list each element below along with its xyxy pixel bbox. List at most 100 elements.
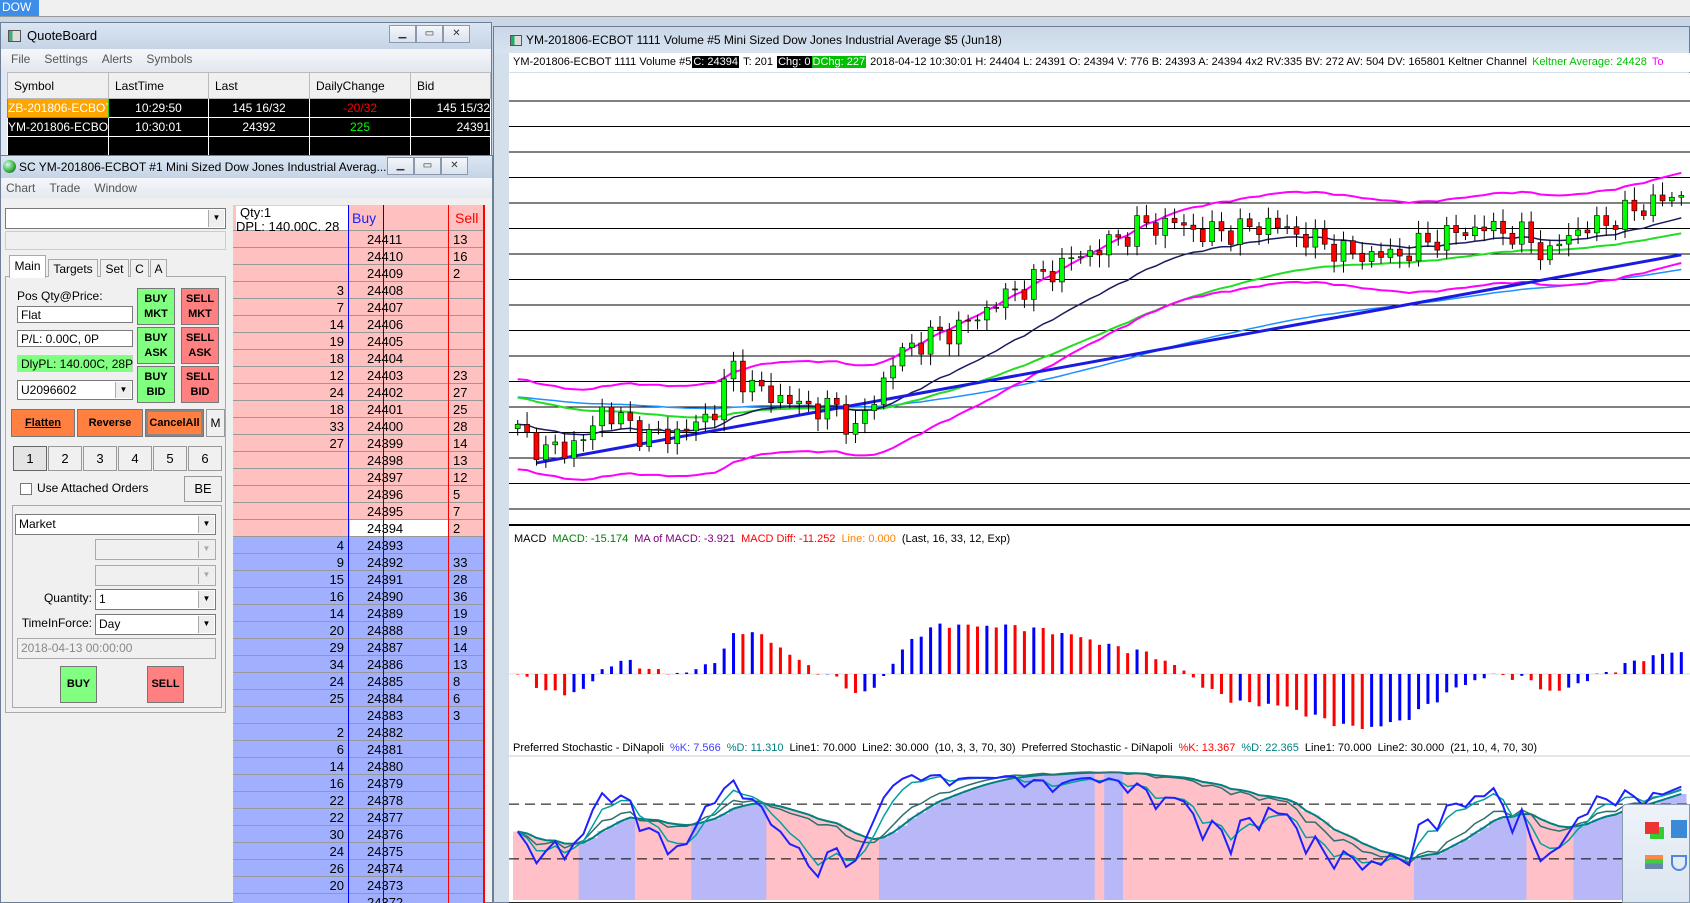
menu-alerts[interactable]: Alerts: [101, 52, 133, 66]
ladder-price[interactable]: 24400: [367, 419, 404, 434]
ladder-buy-size[interactable]: 24: [329, 385, 344, 400]
quantity-select[interactable]: 1 ▼: [95, 589, 216, 610]
ladder-row[interactable]: 26 24374: [233, 860, 483, 877]
ladder-buy-size[interactable]: 20: [329, 623, 344, 638]
ladder-row[interactable]: 24394 2: [233, 520, 483, 537]
ladder-buy-size[interactable]: 33: [329, 419, 344, 434]
ladder-sell-size[interactable]: 14: [453, 640, 468, 655]
ladder-row[interactable]: 24409 2: [233, 265, 483, 282]
ladder-price[interactable]: 24385: [367, 674, 404, 689]
ladder-price[interactable]: 24378: [367, 793, 404, 808]
ladder-price[interactable]: 24391: [367, 572, 404, 587]
menu-window[interactable]: Window: [94, 181, 137, 195]
ladder-price[interactable]: 24408: [367, 283, 404, 298]
ladder-buy-size[interactable]: 14: [329, 759, 344, 774]
cancel-all-button[interactable]: CancelAll: [145, 409, 204, 437]
ladder-price[interactable]: 24406: [367, 317, 404, 332]
minimize-button[interactable]: ▁: [387, 157, 414, 175]
ladder-row[interactable]: 24372: [233, 894, 483, 903]
ladder-row[interactable]: 24397 12: [233, 469, 483, 486]
ladder-price[interactable]: 24373: [367, 878, 404, 893]
ladder-sell-size[interactable]: 7: [453, 504, 461, 519]
ladder-row[interactable]: 4 24393: [233, 537, 483, 554]
ladder-row[interactable]: 33 24400 28: [233, 418, 483, 435]
flatten-button[interactable]: Flatten: [11, 409, 75, 437]
ladder-price[interactable]: 24379: [367, 776, 404, 791]
menu-symbols[interactable]: Symbols: [146, 52, 193, 66]
ladder-row[interactable]: 14 24389 19: [233, 605, 483, 622]
ladder-row[interactable]: 15 24391 28: [233, 571, 483, 588]
ladder-price[interactable]: 24393: [367, 538, 404, 553]
ladder-buy-size[interactable]: 22: [329, 793, 344, 808]
ladder-price[interactable]: 24377: [367, 810, 404, 825]
ladder-price[interactable]: 24410: [367, 249, 404, 264]
ladder-buy-size[interactable]: 24: [329, 674, 344, 689]
ladder-row[interactable]: 12 24403 23: [233, 367, 483, 384]
ladder-row[interactable]: 16 24379: [233, 775, 483, 792]
ladder-sell-size[interactable]: 19: [453, 623, 468, 638]
ladder-sell-size[interactable]: 13: [453, 657, 468, 672]
ladder-sell-size[interactable]: 13: [453, 232, 468, 247]
ladder-price[interactable]: 24384: [367, 691, 404, 706]
qty-tab-6[interactable]: 6: [188, 446, 222, 471]
menu-trade[interactable]: Trade: [49, 181, 81, 195]
windows-update-icon[interactable]: [1645, 855, 1663, 869]
ladder-row[interactable]: 20 24388 19: [233, 622, 483, 639]
ladder-row[interactable]: 24411 13: [233, 231, 483, 248]
use-attached-checkbox[interactable]: [20, 483, 32, 495]
ladder-price[interactable]: 24392: [367, 555, 404, 570]
price-ladder[interactable]: Qty:1 DPL: 140.00C, 28 Buy Sell 24411 13 2…: [233, 205, 485, 903]
col-bid[interactable]: Bid: [410, 72, 491, 99]
security-icon[interactable]: [1671, 855, 1687, 871]
ladder-buy-size[interactable]: 14: [329, 317, 344, 332]
sell-button[interactable]: SELL: [147, 666, 184, 703]
ladder-sell-size[interactable]: 13: [453, 453, 468, 468]
ladder-row[interactable]: 6 24381: [233, 741, 483, 758]
maximize-button[interactable]: ▭: [414, 157, 441, 175]
ladder-row[interactable]: 24395 7: [233, 503, 483, 520]
ladder-row[interactable]: 24 24375: [233, 843, 483, 860]
sell-column-header[interactable]: Sell: [455, 210, 479, 226]
ladder-buy-size[interactable]: 16: [329, 776, 344, 791]
ladder-buy-size[interactable]: 7: [336, 300, 344, 315]
ladder-sell-size[interactable]: 8: [453, 674, 461, 689]
tif-select[interactable]: Day ▼: [95, 614, 216, 635]
ladder-price[interactable]: 24376: [367, 827, 404, 842]
maximize-button[interactable]: ▭: [416, 25, 443, 43]
ladder-buy-size[interactable]: 12: [329, 368, 344, 383]
ladder-row[interactable]: 24383 3: [233, 707, 483, 724]
ladder-buy-size[interactable]: 9: [336, 555, 344, 570]
m-button[interactable]: M: [206, 409, 225, 437]
ladder-price[interactable]: 24382: [367, 725, 404, 740]
tab-a[interactable]: A: [150, 259, 167, 277]
buy-ask-button[interactable]: BUY ASK: [137, 327, 175, 364]
ladder-price[interactable]: 24374: [367, 861, 404, 876]
ladder-sell-size[interactable]: 6: [453, 691, 461, 706]
tab-c[interactable]: C: [130, 259, 149, 277]
ladder-row[interactable]: 7 24407: [233, 299, 483, 316]
ladder-buy-size[interactable]: 19: [329, 334, 344, 349]
ladder-row[interactable]: 24398 13: [233, 452, 483, 469]
ladder-sell-size[interactable]: 28: [453, 572, 468, 587]
network-icon[interactable]: [1645, 822, 1659, 834]
buy-button[interactable]: BUY: [60, 666, 97, 703]
ladder-buy-size[interactable]: 14: [329, 606, 344, 621]
ladder-sell-size[interactable]: 2: [453, 266, 461, 281]
quote-row[interactable]: ZB-201806-ECBOT 10:29:50 145 16/32 -20/3…: [7, 98, 491, 118]
ladder-row[interactable]: 27 24399 14: [233, 435, 483, 452]
ladder-row[interactable]: 18 24401 25: [233, 401, 483, 418]
ladder-price[interactable]: 24387: [367, 640, 404, 655]
ladder-buy-size[interactable]: 34: [329, 657, 344, 672]
tab-main[interactable]: Main: [9, 255, 46, 278]
qty-tab-5[interactable]: 5: [153, 446, 187, 471]
account-select[interactable]: U2096602 ▼: [17, 380, 133, 400]
ladder-price[interactable]: 24390: [367, 589, 404, 604]
qty-tab-4[interactable]: 4: [118, 446, 152, 471]
ladder-row[interactable]: 24 24385 8: [233, 673, 483, 690]
ladder-buy-size[interactable]: 2: [336, 725, 344, 740]
ladder-price[interactable]: 24403: [367, 368, 404, 383]
ladder-price[interactable]: 24381: [367, 742, 404, 757]
ladder-price[interactable]: 24407: [367, 300, 404, 315]
ladder-price[interactable]: 24395: [367, 504, 404, 519]
ladder-buy-size[interactable]: 24: [329, 844, 344, 859]
